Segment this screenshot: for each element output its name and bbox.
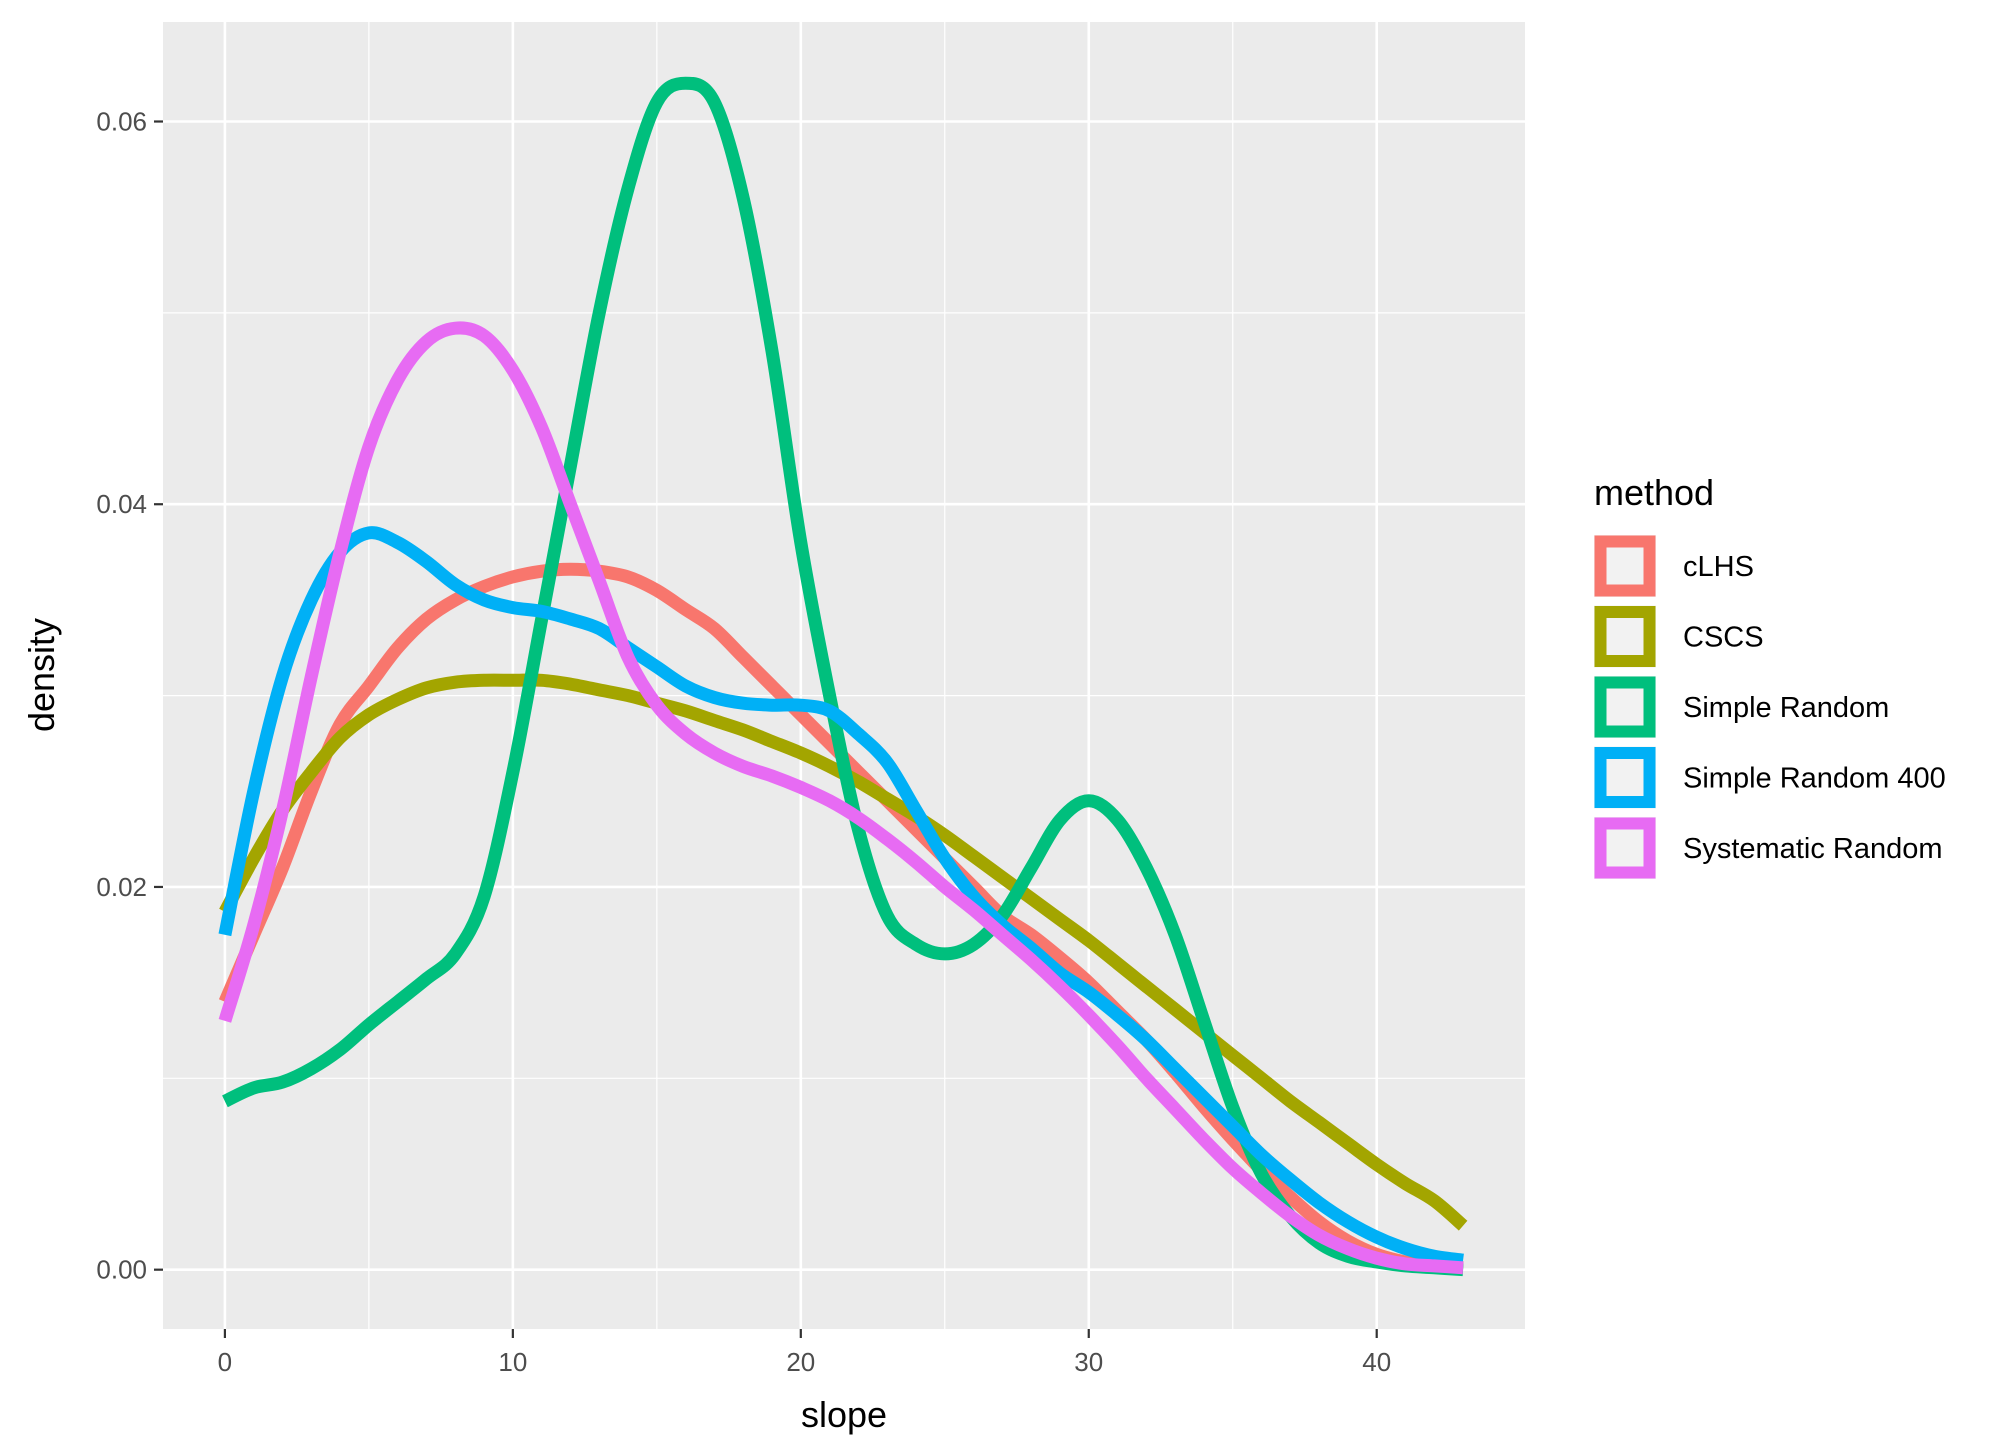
legend-swatch-cscs (1594, 606, 1656, 667)
legend-label-cscs: CSCS (1683, 622, 1764, 654)
x-tick-label: 30 (1074, 1347, 1103, 1377)
y-axis-title: density (21, 618, 62, 732)
legend-swatch-simple-random-400 (1594, 747, 1656, 808)
x-tick-label: 0 (218, 1347, 232, 1377)
x-tick-label: 40 (1362, 1347, 1391, 1377)
legend-swatch-clhs (1594, 535, 1656, 597)
series-layer (218, 76, 1468, 1277)
x-tick-label: 20 (786, 1347, 815, 1377)
grid-minor (163, 22, 1525, 1329)
y-tick-label: 0.02 (96, 872, 147, 902)
legend-swatch-systematic-random (1594, 817, 1656, 879)
y-tick-label: 0.04 (96, 489, 147, 519)
series-line-simple-random-400 (218, 526, 1464, 1267)
x-tick-label: 10 (498, 1347, 527, 1377)
legend-swatch-simple-random (1594, 676, 1656, 738)
legend-label-simple-random: Simple Random (1683, 692, 1889, 724)
y-axis: 0.00 0.02 0.04 0.06 (96, 107, 163, 1285)
y-tick-label: 0.06 (96, 107, 147, 137)
series-line-simple-random (222, 76, 1464, 1277)
series-line-systematic-random (218, 321, 1464, 1275)
legend-title: method (1594, 472, 1714, 513)
legend-label-systematic-random: Systematic Random (1683, 833, 1943, 865)
x-axis: 0 10 20 30 40 (218, 1329, 1391, 1377)
legend-label-simple-random-400: Simple Random 400 (1683, 763, 1946, 795)
y-tick-label: 0.00 (96, 1255, 147, 1285)
plot-panel (163, 22, 1525, 1329)
legend-label-clhs: cLHS (1683, 551, 1754, 583)
legend: method cLHS CSCS Simple Random Simple Rando… (1594, 472, 1946, 879)
x-axis-title: slope (801, 1394, 887, 1435)
